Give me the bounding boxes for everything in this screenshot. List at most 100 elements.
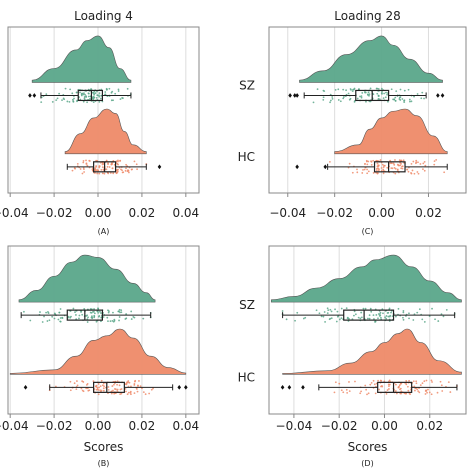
rain-point	[369, 307, 372, 310]
rain-point	[129, 391, 132, 394]
rain-point	[45, 93, 48, 96]
rain-point	[107, 320, 109, 323]
rain-point	[401, 98, 404, 100]
rain-point	[348, 390, 351, 393]
rain-point	[360, 390, 363, 393]
rain-point	[106, 165, 109, 168]
rain-point	[102, 387, 105, 390]
rain-point	[112, 172, 115, 175]
rain-point	[447, 381, 450, 384]
rain-point	[128, 381, 131, 384]
rain-point	[334, 308, 336, 311]
rain-point	[78, 314, 81, 317]
rain-point	[78, 317, 80, 320]
rain-point	[97, 310, 99, 313]
x-tick-label: −0.02	[316, 206, 353, 220]
rain-point	[81, 380, 84, 383]
rain-point	[120, 388, 123, 390]
rain-point	[386, 166, 389, 169]
rain-point	[389, 159, 392, 162]
rain-point	[342, 391, 345, 394]
rain-point	[424, 393, 427, 395]
rain-point	[124, 387, 127, 390]
rain-point	[118, 319, 120, 322]
rain-point	[71, 98, 74, 101]
rain-point	[370, 164, 373, 166]
rain-point	[101, 166, 104, 169]
rain-point	[56, 97, 59, 100]
rain-point	[127, 391, 130, 394]
panel-caption: (C)	[362, 227, 374, 236]
panel-caption: (A)	[98, 227, 110, 236]
rain-point	[59, 317, 62, 319]
rain-point	[318, 312, 321, 315]
rain-point	[367, 91, 370, 94]
rain-point	[84, 93, 86, 96]
rain-point	[104, 93, 106, 96]
rain-point	[69, 389, 72, 392]
rain-point	[405, 392, 408, 395]
rain-point	[124, 169, 127, 172]
rain-point	[422, 162, 425, 165]
rain-point	[108, 166, 111, 168]
rain-point	[76, 162, 79, 165]
rain-point	[397, 307, 400, 310]
rain-point	[433, 163, 436, 166]
rain-point	[83, 307, 86, 310]
rain-point	[385, 91, 387, 94]
rain-point	[133, 392, 136, 395]
rain-point	[361, 92, 364, 94]
rain-point	[111, 167, 114, 170]
rain-point	[107, 172, 110, 175]
rain-point	[120, 309, 123, 312]
rain-point	[387, 315, 390, 318]
rain-point	[133, 382, 136, 385]
rain-point	[370, 381, 373, 384]
rain-point	[93, 96, 96, 99]
rain-point	[130, 385, 132, 388]
rain-point	[88, 159, 91, 162]
density-cloud-hc	[64, 108, 147, 155]
rain-point	[336, 310, 339, 313]
rain-point	[79, 168, 82, 170]
rain-point	[443, 171, 446, 174]
rain-point	[388, 307, 391, 310]
rain-point	[398, 386, 400, 388]
rain-point	[399, 88, 402, 91]
rain-point	[86, 101, 89, 104]
rain-point	[366, 317, 369, 320]
rain-point	[359, 317, 362, 320]
rain-point	[417, 161, 419, 164]
rain-point	[121, 171, 124, 174]
rain-point	[412, 319, 415, 321]
rain-point	[53, 312, 56, 315]
rain-point	[107, 162, 109, 165]
rain-point	[45, 311, 48, 314]
rain-point	[312, 101, 315, 104]
rain-point	[51, 101, 54, 103]
rain-point	[86, 321, 89, 323]
rain-point	[72, 100, 75, 103]
rain-point	[127, 171, 130, 174]
rain-point	[407, 389, 410, 392]
rain-point	[412, 380, 415, 383]
rain-point	[101, 163, 104, 166]
x-tick-label: 0.02	[129, 206, 156, 220]
rain-point	[357, 316, 360, 319]
rain-point	[388, 385, 390, 387]
rain-point	[116, 380, 119, 383]
rain-point	[117, 163, 119, 166]
rain-point	[399, 99, 402, 101]
outlier-point	[32, 93, 37, 98]
rain-point	[388, 315, 391, 318]
rain-point	[423, 380, 426, 383]
rain-point	[120, 311, 123, 314]
rain-point	[342, 97, 345, 100]
rain-point	[75, 388, 78, 391]
rain-point	[93, 316, 96, 319]
rain-point	[96, 169, 99, 171]
rain-point	[366, 393, 368, 396]
rain-point	[94, 168, 97, 171]
rain-point	[394, 100, 397, 102]
